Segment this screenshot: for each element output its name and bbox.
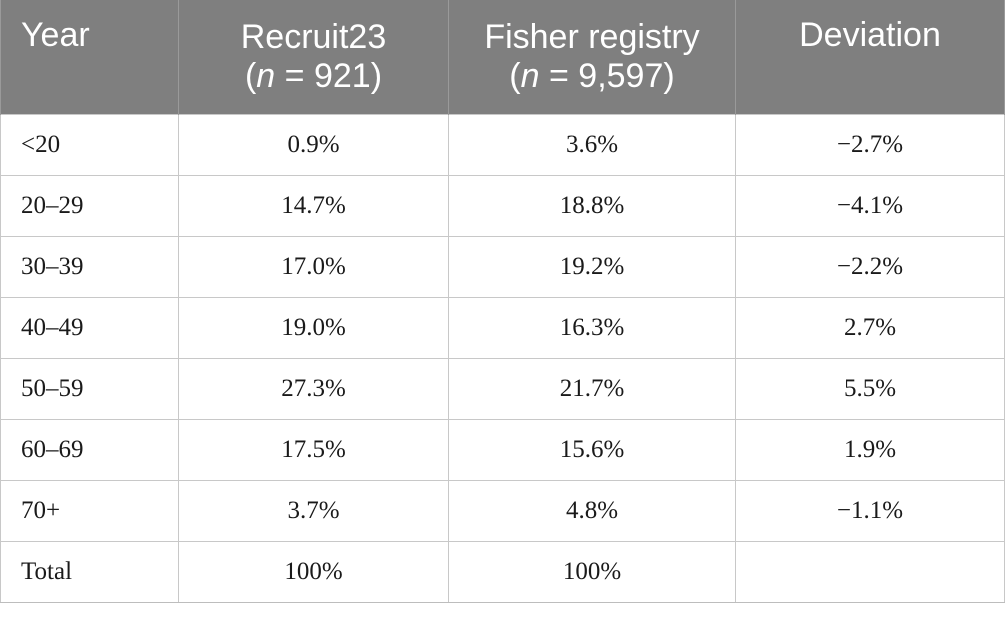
header-row: Year Recruit23 (n = 921) Fisher registry… [0, 0, 1005, 115]
table-row: 60–69 17.5% 15.6% 1.9% [0, 419, 1005, 481]
header-recruit23-n: (n = 921) [244, 57, 383, 95]
cell-fisher-registry: 3.6% [448, 114, 736, 176]
table-row: 30–39 17.0% 19.2% −2.2% [0, 236, 1005, 298]
cell-deviation: 5.5% [735, 358, 1005, 420]
cell-recruit23: 17.0% [178, 236, 449, 298]
table-row: 70+ 3.7% 4.8% −1.1% [0, 480, 1005, 542]
cell-fisher-registry: 18.8% [448, 175, 736, 237]
cell-recruit23: 17.5% [178, 419, 449, 481]
table-row: 40–49 19.0% 16.3% 2.7% [0, 297, 1005, 359]
header-fisher-registry: Fisher registry (n = 9,597) [448, 0, 736, 115]
cell-deviation: −4.1% [735, 175, 1005, 237]
header-recruit23-n-value: = 921) [275, 57, 383, 95]
cell-recruit23: 100% [178, 541, 449, 603]
header-fisher-registry-n-value: = 9,597) [539, 57, 675, 95]
cell-year: 40–49 [0, 297, 179, 359]
cell-recruit23: 19.0% [178, 297, 449, 359]
cell-year: 50–59 [0, 358, 179, 420]
header-fisher-registry-n-symbol: n [520, 57, 540, 95]
cell-year: <20 [0, 114, 179, 176]
table-row: 50–59 27.3% 21.7% 5.5% [0, 358, 1005, 420]
table-header: Year Recruit23 (n = 921) Fisher registry… [0, 0, 1005, 115]
cell-fisher-registry: 19.2% [448, 236, 736, 298]
cell-fisher-registry: 15.6% [448, 419, 736, 481]
cell-deviation: 1.9% [735, 419, 1005, 481]
header-fisher-registry-n: (n = 9,597) [509, 57, 675, 95]
cell-year: Total [0, 541, 179, 603]
cell-recruit23: 14.7% [178, 175, 449, 237]
cell-deviation: 2.7% [735, 297, 1005, 359]
table-row-total: Total 100% 100% [0, 541, 1005, 603]
cell-year: 70+ [0, 480, 179, 542]
cell-deviation [735, 541, 1005, 603]
cell-recruit23: 3.7% [178, 480, 449, 542]
cell-fisher-registry: 100% [448, 541, 736, 603]
cell-deviation: −2.7% [735, 114, 1005, 176]
cell-fisher-registry: 4.8% [448, 480, 736, 542]
comparison-table: Year Recruit23 (n = 921) Fisher registry… [0, 0, 1005, 603]
cell-year: 60–69 [0, 419, 179, 481]
table-body: <20 0.9% 3.6% −2.7% 20–29 14.7% 18.8% −4… [0, 114, 1005, 603]
cell-deviation: −1.1% [735, 480, 1005, 542]
table-row: 20–29 14.7% 18.8% −4.1% [0, 175, 1005, 237]
cell-recruit23: 27.3% [178, 358, 449, 420]
cell-deviation: −2.2% [735, 236, 1005, 298]
cell-year: 20–29 [0, 175, 179, 237]
cell-fisher-registry: 21.7% [448, 358, 736, 420]
header-recruit23-n-symbol: n [256, 57, 276, 95]
header-year: Year [0, 0, 179, 115]
header-year-label: Year [21, 16, 90, 54]
cell-year: 30–39 [0, 236, 179, 298]
cell-recruit23: 0.9% [178, 114, 449, 176]
header-recruit23: Recruit23 (n = 921) [178, 0, 449, 115]
cell-fisher-registry: 16.3% [448, 297, 736, 359]
header-deviation-label: Deviation [799, 16, 941, 54]
table-row: <20 0.9% 3.6% −2.7% [0, 114, 1005, 176]
header-recruit23-title: Recruit23 [240, 18, 387, 56]
header-fisher-registry-title: Fisher registry [484, 18, 700, 56]
header-deviation: Deviation [735, 0, 1005, 115]
